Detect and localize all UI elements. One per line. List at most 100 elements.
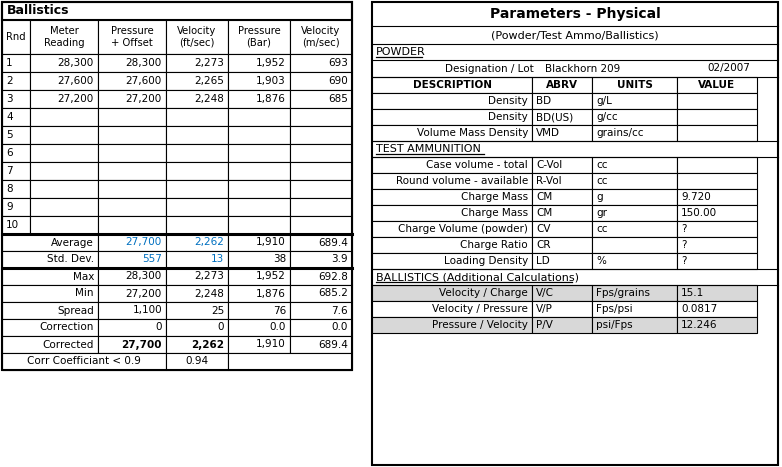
Text: 4: 4 [6,112,13,122]
Text: 2,273: 2,273 [194,271,224,282]
Bar [290,108,352,126]
Bar [30,108,98,126]
Bar [290,216,352,234]
Text: BD: BD [536,96,551,106]
Bar [532,301,592,317]
Bar [290,198,352,216]
Bar [532,157,592,173]
Bar [372,125,532,141]
Text: 38: 38 [273,255,286,264]
Bar [290,268,352,285]
Bar [166,302,228,319]
Text: 25: 25 [211,305,224,316]
Text: R-Vol: R-Vol [536,176,561,186]
Text: 689.4: 689.4 [318,238,348,248]
Bar [592,301,677,317]
Text: 685.2: 685.2 [318,289,348,298]
Bar [166,126,228,144]
Text: 27,700: 27,700 [126,238,162,248]
Text: 0.0817: 0.0817 [681,304,717,314]
Text: V/C: V/C [536,288,554,298]
Bar [30,180,98,198]
Bar [228,268,290,285]
Text: Fps/grains: Fps/grains [596,288,650,298]
Bar [228,302,290,319]
Text: (Powder/Test Ammo/Ballistics): (Powder/Test Ammo/Ballistics) [491,30,658,40]
Bar [30,20,98,54]
Bar [2,180,30,198]
Text: 02/2007: 02/2007 [708,64,751,73]
Bar [2,198,30,216]
Text: Density: Density [488,96,528,106]
Text: grains/cc: grains/cc [596,128,644,138]
Bar [372,109,532,125]
Text: P/V: P/V [536,320,553,330]
Bar [592,77,677,93]
Bar [592,253,677,269]
Bar [98,108,166,126]
Bar [2,251,98,268]
Bar [2,72,30,90]
Bar [592,125,677,141]
Bar [372,285,532,301]
Text: 27,200: 27,200 [58,94,94,104]
Bar [98,20,166,54]
Bar [290,302,352,319]
Bar [30,216,98,234]
Bar [372,205,532,221]
Text: Charge Mass: Charge Mass [461,208,528,218]
Text: Rnd: Rnd [6,32,26,42]
Text: cc: cc [596,176,608,186]
Bar [2,2,352,20]
Bar [372,2,778,465]
Text: 3: 3 [6,94,13,104]
Text: BALLISTICS (Additional Calculations): BALLISTICS (Additional Calculations) [376,272,579,282]
Text: 685: 685 [328,94,348,104]
Text: Corrected: Corrected [43,340,94,349]
Text: 557: 557 [142,255,162,264]
Bar [677,77,757,93]
Text: Charge Ratio: Charge Ratio [461,240,528,250]
Bar [532,253,592,269]
Text: Round volume - available: Round volume - available [396,176,528,186]
Text: cc: cc [596,224,608,234]
Text: 5: 5 [6,130,13,140]
Text: 13: 13 [211,255,224,264]
Bar [30,144,98,162]
Text: g/L: g/L [596,96,612,106]
Bar [290,72,352,90]
Bar [98,180,166,198]
Bar [2,319,98,336]
Text: 10: 10 [6,220,19,230]
Bar [2,54,30,72]
Bar [228,319,290,336]
Text: BD(US): BD(US) [536,112,573,122]
Bar [30,162,98,180]
Bar [98,285,166,302]
Bar [30,90,98,108]
Text: Velocity
(ft/sec): Velocity (ft/sec) [178,26,217,48]
Bar [2,20,30,54]
Text: 2,262: 2,262 [191,340,224,349]
Bar [166,251,228,268]
Text: 28,300: 28,300 [126,271,162,282]
Bar [592,157,677,173]
Bar [166,234,228,251]
Text: Charge Mass: Charge Mass [461,192,528,202]
Text: LD: LD [536,256,550,266]
Text: 27,200: 27,200 [126,94,162,104]
Bar [592,285,677,301]
Text: DESCRIPTION: DESCRIPTION [412,80,492,90]
Text: Max: Max [73,271,94,282]
Bar [98,302,166,319]
Bar [592,109,677,125]
Text: 27,700: 27,700 [121,340,162,349]
Text: Blackhorn 209: Blackhorn 209 [546,64,621,73]
Text: 1,910: 1,910 [256,238,286,248]
Text: Velocity
(m/sec): Velocity (m/sec) [301,26,341,48]
Bar [228,162,290,180]
Text: 7.6: 7.6 [332,305,348,316]
Text: 693: 693 [328,58,348,68]
Text: C-Vol: C-Vol [536,160,562,170]
Text: gr: gr [596,208,607,218]
